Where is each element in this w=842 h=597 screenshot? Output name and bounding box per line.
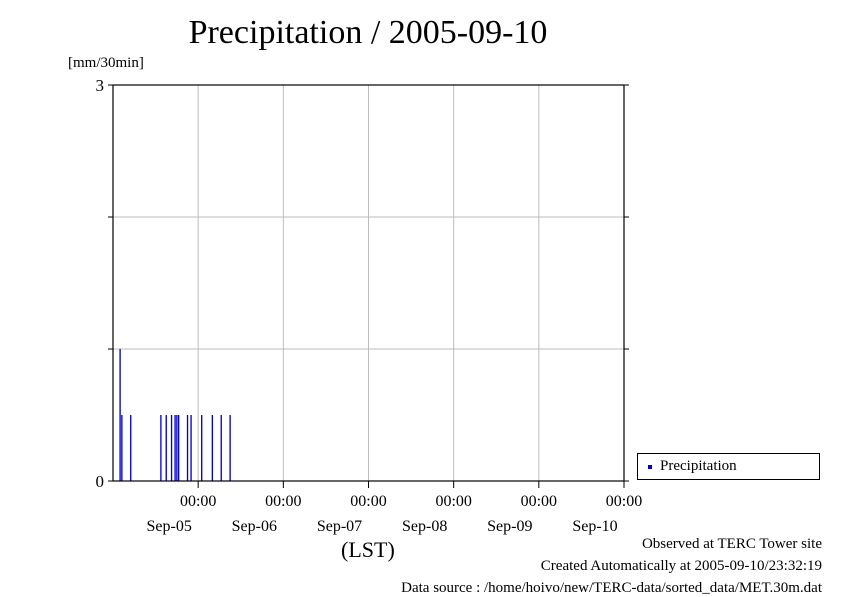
footer-observed: Observed at TERC Tower site bbox=[641, 536, 822, 552]
chart-title: Precipitation / 2005-09-10 bbox=[188, 14, 548, 51]
x-tick-label: 00:00 bbox=[435, 493, 471, 510]
x-date-label: Sep-05 bbox=[147, 518, 192, 535]
precipitation-bar bbox=[160, 415, 162, 481]
precipitation-bar bbox=[211, 415, 214, 481]
precipitation-bar bbox=[229, 415, 231, 481]
precipitation-bar bbox=[130, 415, 132, 481]
y-tick-label: 0 bbox=[96, 472, 105, 491]
precipitation-bar bbox=[201, 415, 203, 481]
x-tick-label: 00:00 bbox=[606, 493, 642, 510]
precipitation-bar bbox=[177, 415, 180, 481]
y-axis-unit-label: [mm/30min] bbox=[68, 55, 144, 71]
precipitation-bar bbox=[186, 415, 189, 481]
precipitation-bar bbox=[165, 415, 167, 481]
legend-swatch bbox=[648, 465, 652, 469]
x-tick-label: 00:00 bbox=[350, 493, 386, 510]
x-date-label: Sep-10 bbox=[572, 518, 617, 535]
x-date-label: Sep-06 bbox=[232, 518, 277, 535]
x-tick-label: 00:00 bbox=[180, 493, 216, 510]
precipitation-bar bbox=[176, 415, 178, 481]
x-axis-label: (LST) bbox=[341, 537, 395, 562]
precipitation-bar bbox=[119, 349, 121, 481]
precipitation-bar bbox=[121, 415, 123, 481]
x-date-label: Sep-07 bbox=[317, 518, 362, 535]
x-date-label: Sep-09 bbox=[487, 518, 532, 535]
x-tick-label: 00:00 bbox=[521, 493, 557, 510]
x-date-label: Sep-08 bbox=[402, 518, 447, 535]
legend-label: Precipitation bbox=[660, 458, 737, 474]
legend: Precipitation bbox=[637, 453, 820, 480]
footer-created: Created Automatically at 2005-09-10/23:3… bbox=[540, 558, 822, 574]
footer-source: Data source : /home/hoivo/new/TERC-data/… bbox=[401, 580, 822, 596]
precipitation-bar bbox=[190, 415, 192, 481]
precipitation-bar bbox=[174, 415, 176, 481]
y-tick-label: 3 bbox=[96, 76, 105, 95]
precipitation-bar bbox=[220, 415, 222, 481]
x-tick-label: 00:00 bbox=[265, 493, 301, 510]
precipitation-bar bbox=[170, 415, 173, 481]
